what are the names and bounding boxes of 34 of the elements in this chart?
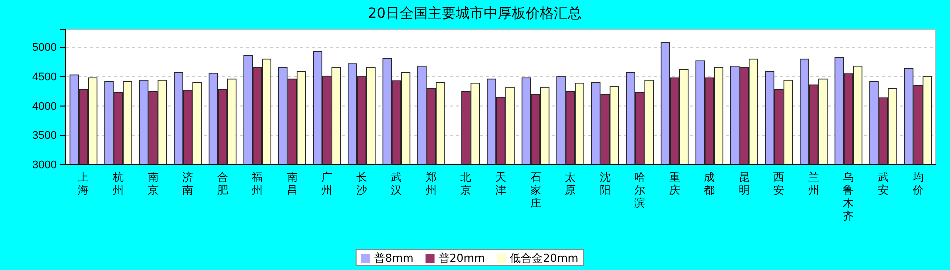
x-tick-label: 上海 — [78, 171, 90, 197]
x-tick-label: 成都 — [704, 171, 716, 197]
y-tick-label: 4000 — [32, 100, 57, 113]
x-tick-label: 南京 — [148, 171, 159, 197]
y-tick-label: 3500 — [32, 130, 57, 142]
x-tick-label: 西安 — [774, 171, 785, 197]
x-tick-label: 福州 — [252, 171, 264, 197]
x-tick-label: 太原 — [565, 171, 576, 197]
x-tick-label: 天津 — [496, 171, 506, 197]
x-tick-label: 石家庄 — [530, 171, 542, 210]
x-tick-label: 武安 — [878, 171, 889, 197]
x-tick-label: 北京 — [460, 171, 472, 197]
x-tick-label: 武汉 — [391, 171, 402, 197]
x-tick-label: 杭州 — [112, 171, 124, 197]
x-tick-label: 长沙 — [356, 171, 368, 197]
x-tick-label: 沈阳 — [600, 171, 611, 197]
x-tick-label: 合肥 — [217, 171, 228, 197]
x-tick-label: 济南 — [182, 171, 194, 197]
x-tick-label: 均价 — [912, 171, 924, 197]
y-tick-label: 4500 — [32, 71, 57, 84]
x-tick-label: 乌鲁木齐 — [843, 171, 854, 223]
x-tick-label: 郑州 — [426, 171, 437, 197]
x-tick-label: 南昌 — [286, 171, 298, 197]
legend-label: 普8mm — [374, 252, 414, 265]
y-tick-label: 5000 — [32, 42, 57, 54]
legend-label: 低合金20mm — [510, 252, 579, 265]
x-tick-label: 昆明 — [738, 171, 750, 197]
x-tick-label: 兰州 — [808, 171, 820, 197]
x-tick-label: 广州 — [322, 171, 333, 197]
chart-title: 20日全国主要城市中厚板价格汇总 — [368, 6, 582, 22]
x-tick-label: 重庆 — [669, 171, 680, 197]
legend-label: 普20mm — [438, 252, 486, 265]
x-tick-label: 哈尔滨 — [634, 171, 646, 210]
y-tick-label: 3000 — [32, 160, 57, 172]
